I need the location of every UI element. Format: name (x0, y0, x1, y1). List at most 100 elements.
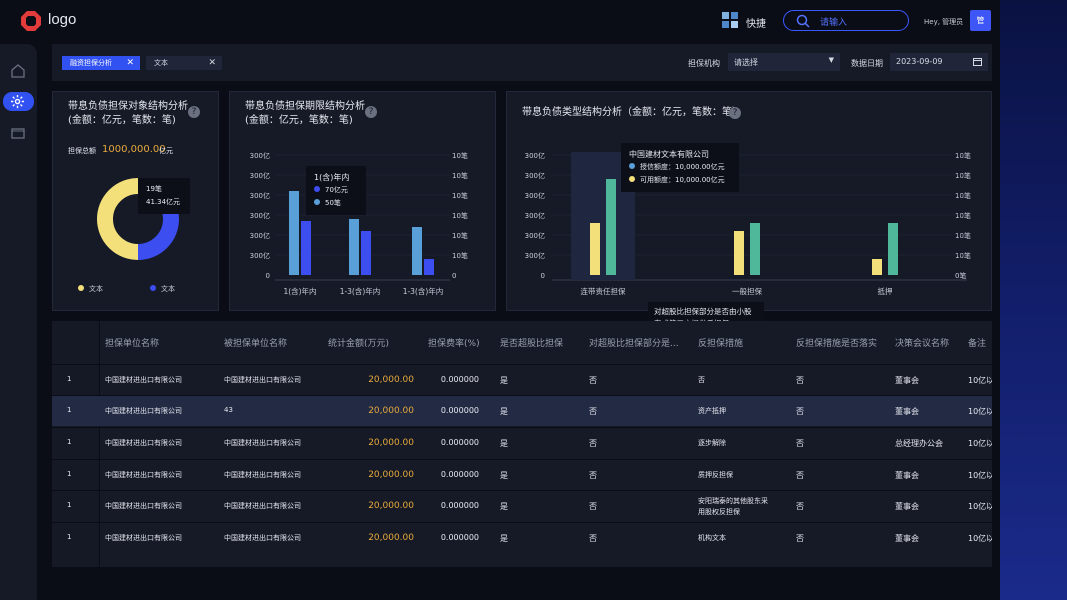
total-unit: 亿元 (159, 147, 173, 155)
table-row[interactable]: 1 中国建材进出口有限公司 中国建材进出口有限公司 20,000.00 0.000000… (52, 459, 992, 490)
table-cell: 中国建材进出口有限公司 (224, 376, 301, 384)
column-header[interactable]: 被担保单位名称 (224, 339, 288, 349)
table-row[interactable]: 1 中国建材进出口有限公司 中国建材进出口有限公司 20,000.00 0.000000… (52, 364, 992, 395)
filter-bar: 融资担保分析 ✕ 文本 ✕ 担保机构 请选择 ▼ 数据日期 2023-09-09 (52, 44, 992, 81)
y-tick-label: 300亿 (525, 151, 545, 160)
pie-slice[interactable] (97, 178, 179, 260)
table-row[interactable]: 1 中国建材进出口有限公司 中国建材进出口有限公司 20,000.00 0.000000… (52, 490, 992, 521)
x-tick-label: 1-3(含)年内 (340, 286, 381, 296)
table-cell: 中国建材进出口有限公司 (105, 471, 182, 479)
type-bar-chart[interactable]: 0 0笔 300亿 10笔 300亿 10笔 300亿 10笔 300亿 10笔 300亿 10笔 30… (507, 142, 993, 302)
panel-guarantee-term: 带息负债担保期限结构分析 (金额：亿元，笔数：笔) ? 0 0 300亿 10笔 300… (229, 91, 496, 311)
y2-tick-label: 10笔 (452, 151, 468, 160)
column-header[interactable]: 决策会议名称 (895, 339, 950, 349)
bar[interactable] (872, 259, 882, 275)
close-icon[interactable]: ✕ (126, 58, 134, 68)
table-cell: 董事会 (895, 407, 919, 416)
y-tick-label: 300亿 (250, 251, 270, 260)
column-header[interactable]: 反担保措施是否落实 (796, 339, 878, 349)
bar[interactable] (590, 223, 600, 275)
y2-tick-label: 0 (452, 272, 456, 280)
table-row[interactable]: 1 中国建材进出口有限公司 中国建材进出口有限公司 20,000.00 0.000000… (52, 522, 992, 553)
y-tick-label: 0 (266, 272, 270, 280)
y-tick-label: 300亿 (525, 171, 545, 180)
help-icon[interactable]: ? (188, 106, 200, 118)
table-row[interactable]: 1 中国建材进出口有限公司 43 20,000.00 0.000000 是 否 资产抵押 否 董事… (52, 395, 992, 426)
y-tick-label: 300亿 (525, 231, 545, 240)
org-select-value: 请选择 (734, 58, 758, 67)
table-cell: 中国建材进出口有限公司 (105, 376, 182, 384)
x-tick-label: 一般担保 (732, 286, 762, 296)
table-cell: 否 (589, 534, 597, 543)
help-icon[interactable]: ? (729, 107, 741, 119)
legend-dot (150, 285, 156, 291)
folder-icon[interactable] (9, 124, 27, 142)
table-cell: 10亿以 (968, 376, 992, 385)
bar[interactable] (606, 179, 616, 275)
table-cell: 否 (796, 471, 804, 480)
column-header[interactable]: 担保单位名称 (105, 339, 160, 349)
column-header[interactable]: 统计金额(万元) (328, 339, 390, 349)
table-cell: 20,000.00 (368, 533, 414, 543)
calendar-icon (973, 58, 982, 66)
y2-tick-label: 10笔 (955, 211, 971, 220)
table-cell: 0.000000 (440, 470, 479, 479)
panel-title: 带息负债担保对象结构分析 (金额：亿元，笔数：笔) (68, 101, 188, 126)
y2-tick-label: 10笔 (452, 211, 468, 220)
table-cell: 董事会 (895, 471, 919, 480)
table-cell: 10亿以 (968, 502, 992, 511)
table-cell: 否 (589, 502, 597, 511)
table-cell: 是 (500, 439, 508, 448)
panel-guarantee-object: 带息负债担保对象结构分析 (金额：亿元，笔数：笔) ? 担保总额 1000,00… (52, 91, 219, 311)
column-header[interactable]: 反担保措施 (698, 339, 744, 349)
date-label: 数据日期 (851, 59, 883, 68)
column-header[interactable]: 对超股比担保部分是... (589, 339, 679, 349)
table-cell: 中国建材进出口有限公司 (224, 439, 301, 447)
x-tick-label: 1-3(含)年内 (403, 286, 444, 296)
bar[interactable] (750, 223, 760, 275)
table-cell: 是 (500, 376, 508, 385)
bar[interactable] (734, 231, 744, 275)
avatar[interactable]: 管 (970, 10, 991, 31)
grid-icon[interactable] (722, 12, 738, 28)
table-cell: 否 (589, 439, 597, 448)
column-header[interactable]: 备注 (968, 339, 987, 349)
table-cell: 0.000000 (440, 438, 479, 447)
search-input[interactable]: 请输入 (783, 10, 909, 31)
table-cell: 否 (589, 471, 597, 480)
help-icon[interactable]: ? (365, 106, 377, 118)
close-icon[interactable]: ✕ (208, 58, 216, 68)
bar[interactable] (349, 219, 359, 275)
table-cell: 中国建材进出口有限公司 (105, 502, 182, 510)
bar[interactable] (289, 191, 299, 275)
column-header[interactable]: 担保费率(%) (428, 339, 480, 349)
tab-text[interactable]: 文本 ✕ (146, 56, 222, 70)
bar[interactable] (412, 227, 422, 275)
column-header[interactable]: 是否超股比担保 (500, 339, 564, 349)
total-value: 1000,000.00 (102, 144, 166, 155)
date-picker[interactable]: 2023-09-09 (890, 53, 988, 71)
y2-tick-label: 10笔 (452, 171, 468, 180)
table-row[interactable]: 1 中国建材进出口有限公司 中国建材进出口有限公司 20,000.00 0.000000… (52, 427, 992, 458)
bar[interactable] (424, 259, 434, 275)
legend-item: 文本 (78, 284, 103, 294)
table-cell: 中国建材进出口有限公司 (105, 439, 182, 447)
sidebar-item-settings[interactable] (3, 92, 34, 111)
table-cell: 中国建材进出口有限公司 (105, 534, 182, 542)
table-cell: 10亿以 (968, 471, 992, 480)
table-cell: 逐步解除 (698, 439, 726, 447)
home-icon[interactable] (9, 62, 27, 80)
bar[interactable] (888, 223, 898, 275)
table-cell: 20,000.00 (368, 470, 414, 480)
bar[interactable] (361, 231, 371, 275)
panel-title: 带息负债类型结构分析（金额：亿元，笔数：笔） (522, 107, 742, 118)
bar[interactable] (301, 221, 311, 275)
quick-link[interactable]: 快捷 (746, 19, 766, 30)
tab-financing-guarantee[interactable]: 融资担保分析 ✕ (62, 56, 140, 70)
table-cell: 资产抵押 (698, 407, 726, 415)
table-cell: 中国建材进出口有限公司 (224, 471, 301, 479)
top-header: logo 快捷 请输入 Hey, 管理员 管 (0, 0, 1000, 42)
table-cell: 是 (500, 534, 508, 543)
org-select[interactable]: 请选择 ▼ (728, 53, 840, 71)
table-cell: 否 (796, 534, 804, 543)
